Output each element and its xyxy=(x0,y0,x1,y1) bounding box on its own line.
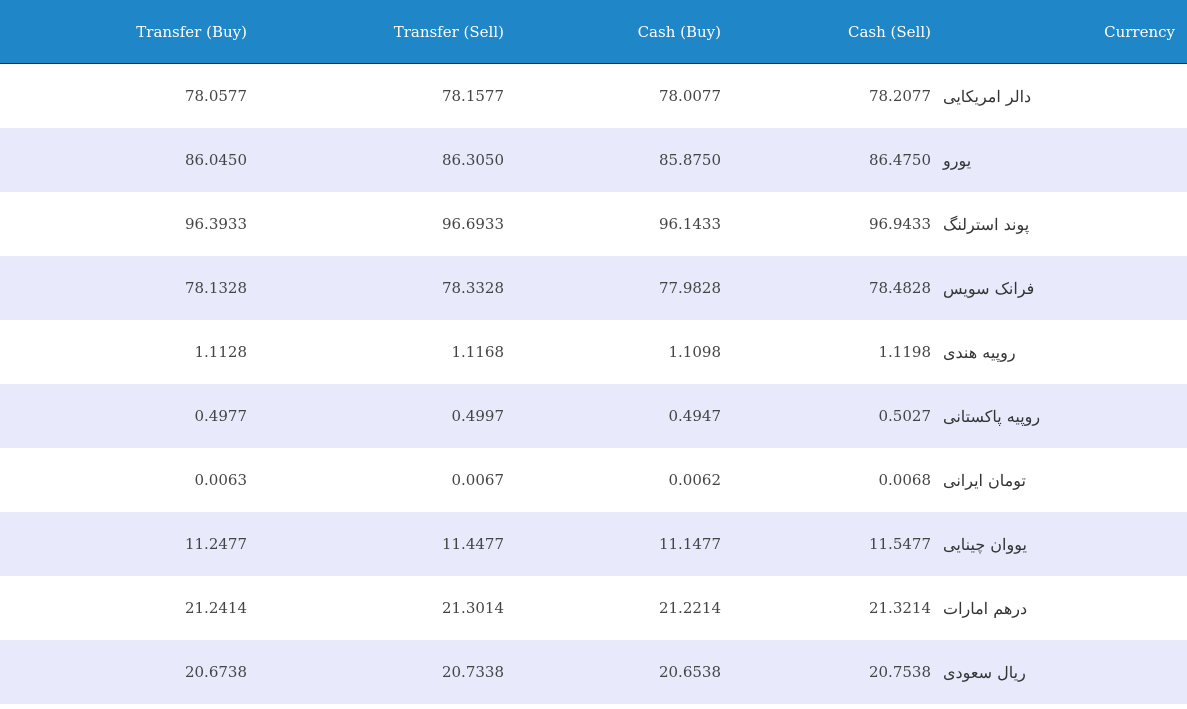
cell-cash-sell: 86.4750 xyxy=(868,151,931,169)
cell-cash-buy: 96.1433 xyxy=(658,215,721,233)
header-currency: Currency xyxy=(1104,22,1175,41)
cell-currency-name: درهم امارات xyxy=(943,598,1028,618)
header-transfer-sell: Transfer (Sell) xyxy=(393,22,504,41)
cell-transfer-sell: 21.3014 xyxy=(441,599,504,617)
cell-transfer-buy: 21.2414 xyxy=(184,599,247,617)
cell-transfer-sell: 0.0067 xyxy=(451,471,505,489)
cell-transfer-buy: 20.6738 xyxy=(184,663,247,681)
header-cash-sell: Cash (Sell) xyxy=(848,22,931,41)
cell-transfer-buy: 0.4977 xyxy=(194,407,248,425)
cell-cash-buy: 21.2214 xyxy=(658,599,721,617)
cell-cash-sell: 1.1198 xyxy=(878,343,932,361)
cell-cash-buy: 11.1477 xyxy=(658,535,721,553)
cell-transfer-sell: 78.1577 xyxy=(441,87,504,105)
cell-cash-sell: 21.3214 xyxy=(868,599,931,617)
table-row: 78.0577 78.1577 78.0077 78.2077 دالر امریکای… xyxy=(0,64,1187,128)
cell-cash-sell: 0.5027 xyxy=(878,407,932,425)
cell-cash-sell: 11.5477 xyxy=(868,535,931,553)
cell-currency-name: دالر امریکایی xyxy=(943,86,1032,106)
table-row: 21.2414 21.3014 21.2214 21.3214 درهم امارات xyxy=(0,576,1187,640)
cell-transfer-buy: 78.0577 xyxy=(184,87,247,105)
cell-currency-name: تومان ایرانی xyxy=(943,470,1026,490)
cell-cash-sell: 0.0068 xyxy=(878,471,932,489)
cell-transfer-buy: 86.0450 xyxy=(184,151,247,169)
cell-transfer-buy: 11.2477 xyxy=(184,535,247,553)
cell-transfer-sell: 1.1168 xyxy=(451,343,505,361)
cell-transfer-sell: 11.4477 xyxy=(441,535,504,553)
cell-cash-buy: 0.0062 xyxy=(668,471,722,489)
cell-cash-sell: 20.7538 xyxy=(868,663,931,681)
cell-transfer-sell: 20.7338 xyxy=(441,663,504,681)
table-row: 0.4977 0.4997 0.4947 0.5027 روپیه پاکستانی xyxy=(0,384,1187,448)
table-row: 1.1128 1.1168 1.1098 1.1198 روپیه هندی xyxy=(0,320,1187,384)
table-row: 11.2477 11.4477 11.1477 11.5477 یووان چینایی xyxy=(0,512,1187,576)
cell-cash-buy: 85.8750 xyxy=(658,151,721,169)
cell-cash-buy: 1.1098 xyxy=(668,343,722,361)
cell-transfer-sell: 78.3328 xyxy=(441,279,504,297)
table-header-row: Transfer (Buy) Transfer (Sell) Cash (Buy… xyxy=(0,0,1187,64)
header-transfer-buy: Transfer (Buy) xyxy=(136,22,247,41)
cell-cash-buy: 77.9828 xyxy=(658,279,721,297)
table-body: 78.0577 78.1577 78.0077 78.2077 دالر امریکای… xyxy=(0,64,1187,704)
cell-transfer-sell: 0.4997 xyxy=(451,407,505,425)
table-row: 96.3933 96.6933 96.1433 96.9433 پوند استرلنگ xyxy=(0,192,1187,256)
cell-cash-sell: 78.4828 xyxy=(868,279,931,297)
cell-transfer-buy: 1.1128 xyxy=(194,343,248,361)
cell-currency-name: روپیه پاکستانی xyxy=(943,406,1041,426)
cell-currency-name: فرانک سویس xyxy=(943,278,1035,298)
cell-transfer-buy: 96.3933 xyxy=(184,215,247,233)
cell-currency-name: روپیه هندی xyxy=(943,342,1016,362)
cell-cash-sell: 96.9433 xyxy=(868,215,931,233)
cell-currency-name: پوند استرلنگ xyxy=(943,214,1030,234)
cell-cash-buy: 20.6538 xyxy=(658,663,721,681)
cell-cash-sell: 78.2077 xyxy=(868,87,931,105)
table-row: 78.1328 78.3328 77.9828 78.4828 فرانک سویس xyxy=(0,256,1187,320)
cell-currency-name: یووان چینایی xyxy=(943,534,1027,554)
cell-currency-name: یورو xyxy=(943,150,972,170)
cell-cash-buy: 78.0077 xyxy=(658,87,721,105)
table-row: 86.0450 86.3050 85.8750 86.4750 یورو xyxy=(0,128,1187,192)
header-cash-buy: Cash (Buy) xyxy=(637,22,721,41)
cell-currency-name: ریال سعودی xyxy=(943,662,1026,682)
table-row: 20.6738 20.7338 20.6538 20.7538 ریال سعودی xyxy=(0,640,1187,704)
table-row: 0.0063 0.0067 0.0062 0.0068 تومان ایرانی xyxy=(0,448,1187,512)
cell-transfer-sell: 96.6933 xyxy=(441,215,504,233)
cell-cash-buy: 0.4947 xyxy=(668,407,722,425)
cell-transfer-sell: 86.3050 xyxy=(441,151,504,169)
cell-transfer-buy: 78.1328 xyxy=(184,279,247,297)
cell-transfer-buy: 0.0063 xyxy=(194,471,248,489)
